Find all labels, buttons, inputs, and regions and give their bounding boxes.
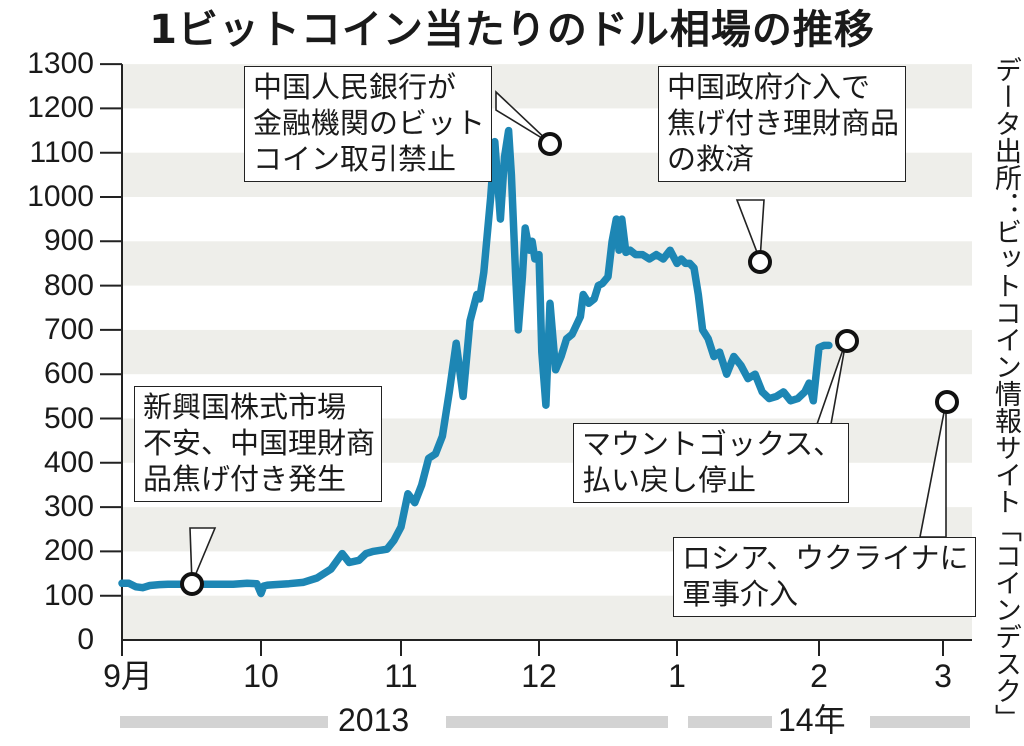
annotation-pboc-ban: 中国人民銀行が 金融機関のビット コイン取引禁止 bbox=[244, 66, 493, 182]
annotation-mtgox-halt: マウントゴックス、 払い戻し停止 bbox=[573, 423, 850, 503]
x-tick-label: 11 bbox=[384, 658, 418, 694]
y-tick-label: 1300 bbox=[27, 47, 94, 81]
x-tick-label: 3 bbox=[934, 658, 952, 694]
year-bar-2014-right bbox=[870, 716, 970, 728]
event-marker-icon bbox=[748, 250, 772, 274]
callout-pointer bbox=[189, 527, 217, 584]
x-tick-label: 2 bbox=[810, 658, 828, 694]
axes bbox=[100, 63, 972, 656]
event-marker-icon bbox=[180, 572, 204, 596]
y-tick-label: 300 bbox=[43, 490, 94, 524]
x-tick-label: 1 bbox=[668, 658, 686, 694]
annotation-china-bailout: 中国政府介入で 焦げ付き理財商品 の救済 bbox=[658, 66, 907, 182]
callout-pointer bbox=[495, 90, 551, 144]
data-source-note: データ出所：ビットコイン情報サイト「コインデスク」 bbox=[990, 56, 1021, 731]
y-tick-label: 700 bbox=[43, 312, 94, 346]
y-tick-label: 1000 bbox=[27, 180, 94, 213]
y-tick-label: 400 bbox=[43, 445, 94, 479]
grid-band bbox=[122, 241, 972, 286]
y-tick-label: 100 bbox=[43, 578, 94, 612]
y-tick-label: 1200 bbox=[27, 91, 94, 125]
year-bar-2013-left bbox=[120, 716, 328, 728]
event-markers bbox=[180, 132, 959, 596]
y-tick-label: 500 bbox=[43, 401, 94, 435]
y-tick-label: 900 bbox=[43, 224, 94, 258]
event-marker-icon bbox=[935, 390, 959, 414]
x-tick-label: 10 bbox=[243, 658, 279, 694]
chart-title: 1ビットコイン当たりのドル相場の推移 bbox=[149, 7, 875, 53]
year-label-2014: 14年 bbox=[772, 704, 852, 736]
x-tick-label: 12 bbox=[521, 658, 557, 694]
event-marker-icon bbox=[538, 132, 562, 156]
annotation-emerging-market-unrest: 新興国株式市場 不安、中国理財商 品焦げ付き発生 bbox=[134, 386, 383, 502]
y-tick-label: 600 bbox=[43, 357, 94, 391]
callout-pointer bbox=[735, 199, 765, 261]
year-bar-2013-right bbox=[446, 716, 668, 728]
y-tick-label: 1100 bbox=[29, 135, 94, 169]
event-marker-icon bbox=[835, 329, 859, 353]
y-tick-label: 800 bbox=[43, 268, 94, 302]
x-tick-label: 9月 bbox=[103, 658, 153, 694]
price-line bbox=[118, 126, 833, 598]
y-tick-label: 0 bbox=[77, 623, 94, 656]
year-bar-2014-left bbox=[688, 716, 776, 728]
year-label-2013: 2013 bbox=[332, 704, 416, 736]
y-tick-label: 200 bbox=[43, 534, 94, 568]
annotation-russia-ukraine: ロシア、ウクライナに 軍事介入 bbox=[673, 537, 976, 617]
